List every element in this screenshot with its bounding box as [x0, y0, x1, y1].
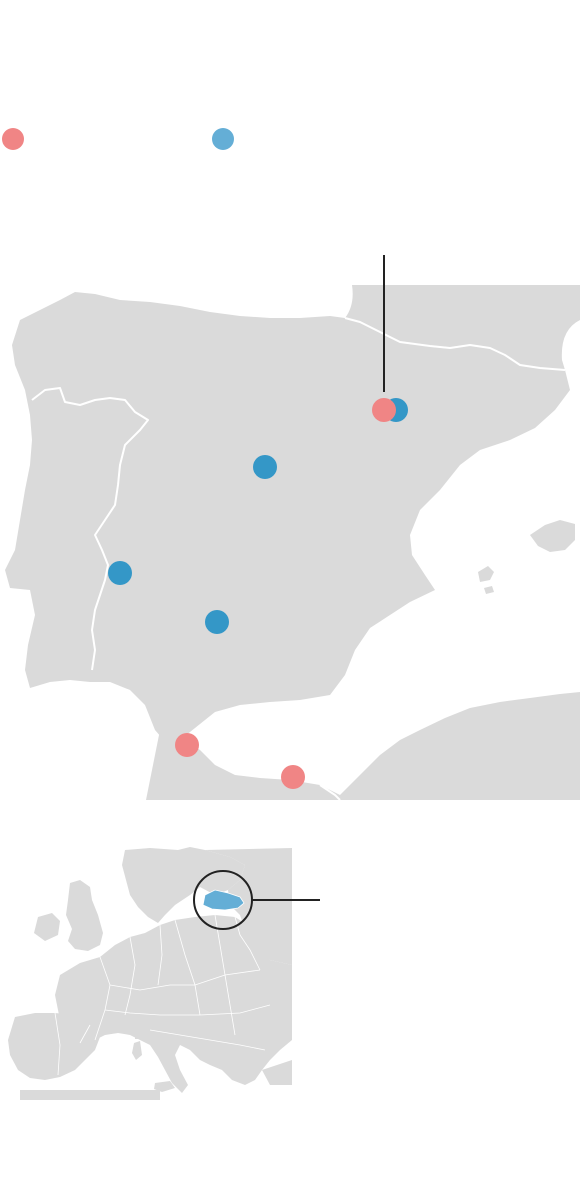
- marker-cordoba-blue: [205, 610, 229, 634]
- portugal-spain-border: [31, 387, 149, 671]
- sicily-island: [154, 1081, 175, 1092]
- mallorca-island: [530, 520, 575, 552]
- uk-landmass: [66, 880, 103, 951]
- iberia-inset-landmass: [8, 1013, 100, 1080]
- scandinavia-landmass: [122, 847, 245, 923]
- marker-badajoz-blue: [108, 561, 132, 585]
- europe-inset-map: [8, 847, 320, 1100]
- sardinia-island: [132, 1041, 142, 1060]
- corsica-island: [135, 1029, 140, 1039]
- north-africa-inset: [20, 1090, 160, 1100]
- formentera-island: [484, 586, 494, 594]
- spain-france-border: [344, 317, 566, 371]
- ireland-landmass: [34, 913, 60, 941]
- inset-country-borders: [54, 914, 271, 1076]
- continental-europe-landmass: [55, 915, 292, 1093]
- morocco-border: [319, 784, 341, 800]
- north-africa-landmass: [146, 692, 580, 800]
- turkey-landmass: [262, 1060, 292, 1085]
- iberia-landmass: [5, 292, 570, 745]
- legend-marker-red: [2, 128, 24, 150]
- marker-madrid-blue: [253, 455, 277, 479]
- marker-zaragoza-red: [372, 398, 396, 422]
- ibiza-island: [478, 566, 494, 582]
- legend-marker-blue: [212, 128, 234, 150]
- marker-melilla-red: [281, 765, 305, 789]
- russia-landmass: [205, 848, 292, 965]
- iberia-map: [5, 255, 580, 800]
- marker-ceuta-red: [175, 733, 199, 757]
- latvia-highlight: [202, 889, 245, 911]
- france-landmass: [345, 285, 580, 370]
